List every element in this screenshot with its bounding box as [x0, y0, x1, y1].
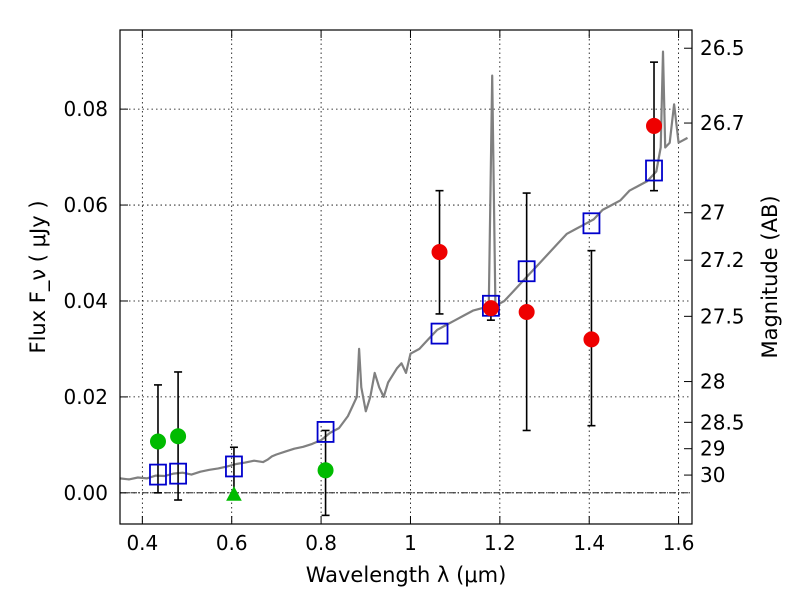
- y2-tick-label: 26.5: [700, 36, 745, 60]
- x-tick-label: 0.6: [216, 531, 248, 555]
- x-tick-label: 0.4: [126, 531, 158, 555]
- model-photometry-square: [149, 463, 167, 486]
- y2-tick-label: 27.5: [700, 304, 745, 328]
- y2-tick-label: 27.2: [700, 248, 745, 272]
- y-tick-label: 0.02: [63, 385, 108, 409]
- x-tick-label: 1.2: [484, 531, 516, 555]
- y-tick-label: 0.06: [63, 193, 108, 217]
- y2-tick-label: 29: [700, 437, 725, 461]
- marker-layer: [149, 117, 663, 501]
- y2-tick-label: 28: [700, 370, 725, 394]
- y-tick-label: 0.08: [63, 97, 108, 121]
- x-tick-label: 1.6: [663, 531, 695, 555]
- y2-tick-label: 27: [700, 201, 725, 225]
- tick-label-layer: 0.4 0.6 0.8 1 1.2 1.4 1.6 0.00 0.02 0.04 0.06 0.08 2…: [63, 36, 744, 555]
- y-tick-label: 0.04: [63, 289, 108, 313]
- grid-layer: [120, 30, 692, 524]
- y-tick-label: 0.00: [63, 481, 108, 505]
- data-point-circle: [518, 304, 535, 321]
- data-point-circle: [583, 331, 600, 348]
- data-point-circle: [317, 462, 334, 479]
- model-photometry-square: [582, 212, 601, 235]
- y2-tick-label: 28.5: [700, 410, 745, 434]
- tick-layer: [120, 30, 692, 524]
- data-point-circle: [646, 117, 663, 134]
- model-photometry-square: [430, 322, 449, 345]
- x-tick-label: 1.4: [573, 531, 605, 555]
- plot-frame: [119, 29, 693, 525]
- data-point-circle: [170, 428, 187, 445]
- errorbar-layer: [153, 61, 659, 517]
- y2-tick-label: 30: [700, 463, 725, 487]
- upper-limit-triangle: [226, 486, 242, 501]
- model-photometry-square: [169, 462, 187, 485]
- y2-tick-label: 26.7: [700, 111, 745, 135]
- y2-axis-title: Magnitude (AB): [758, 195, 782, 358]
- spectrum-line: [119, 50, 689, 481]
- y-axis-title: Flux F_ν ( μJy ): [26, 200, 51, 353]
- x-axis-title: Wavelength λ (μm): [306, 563, 507, 587]
- model-photometry-square: [517, 260, 536, 283]
- model-photometry-square: [316, 421, 335, 443]
- data-point-circle: [431, 244, 448, 261]
- data-point-circle: [482, 300, 499, 317]
- spectrum-layer: [119, 50, 689, 481]
- x-tick-label: 1: [404, 531, 417, 555]
- model-photometry-square: [225, 455, 243, 478]
- model-photometry-square: [645, 159, 663, 182]
- x-tick-label: 0.8: [305, 531, 337, 555]
- data-point-circle: [149, 433, 166, 450]
